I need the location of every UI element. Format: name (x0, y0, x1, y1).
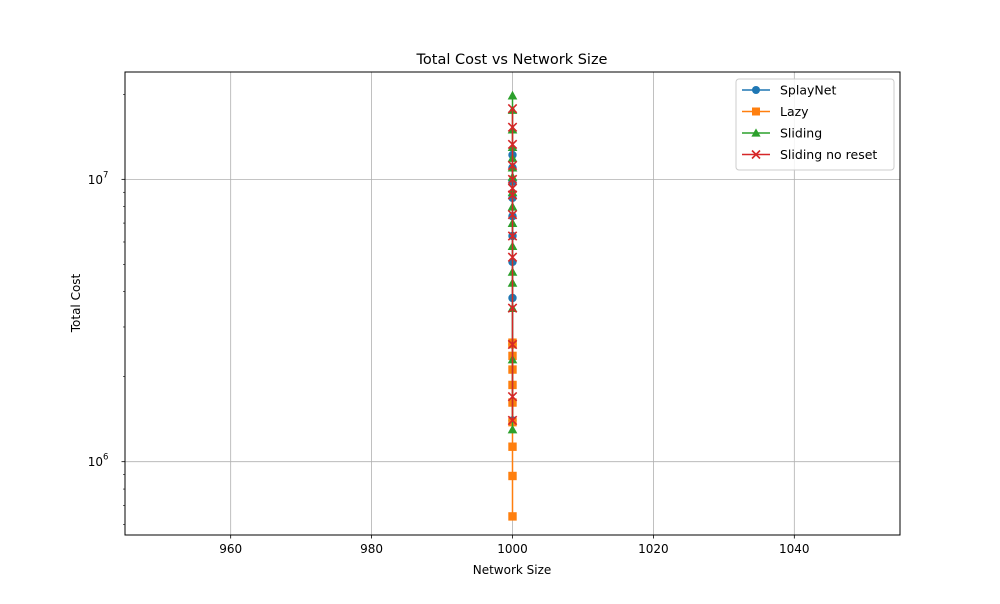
data-point (507, 174, 518, 185)
data-point (507, 231, 518, 241)
series-3 (507, 103, 518, 426)
legend-frame (735, 78, 895, 171)
data-point (507, 183, 518, 194)
legend-marker (751, 149, 761, 160)
x-tick-label: 1040 (779, 542, 810, 556)
legend-label: SplayNet (780, 83, 836, 98)
data-point (507, 190, 518, 200)
data-point (508, 442, 517, 451)
legend-label: Sliding no reset (780, 147, 877, 162)
legend-item: Lazy (742, 104, 809, 119)
legend-marker (752, 107, 760, 116)
data-point (507, 391, 518, 402)
data-point (507, 139, 518, 150)
x-tick-label: 980 (360, 542, 383, 556)
y-tick-label-exponent: 7 (103, 170, 108, 180)
x-tick-label: 960 (219, 542, 242, 556)
data-point (507, 90, 518, 100)
legend-marker (751, 128, 761, 137)
x-axis-label: Network Size (473, 563, 552, 577)
data-point (507, 424, 518, 434)
data-point (507, 122, 518, 132)
y-tick-label: 10 (88, 173, 103, 187)
legend-item: Sliding (742, 126, 822, 141)
data-point (508, 471, 517, 481)
data-point (508, 512, 517, 521)
data-point (507, 415, 518, 426)
data-point (507, 252, 518, 262)
legend: SplayNet Lazy Sliding Sliding no reset (735, 78, 895, 171)
data-point (507, 103, 518, 114)
x-tick-label: 1020 (638, 542, 669, 556)
y-tick-label: 10 (88, 455, 103, 469)
legend-item: Sliding no reset (742, 147, 877, 162)
data-point (507, 303, 518, 313)
chart-title: Total Cost vs Network Size (416, 52, 608, 68)
y-tick-label-exponent: 6 (103, 453, 108, 463)
legend-marker (752, 86, 760, 94)
data-point (507, 160, 518, 171)
legend-label: Sliding (780, 126, 822, 141)
legend-item: SplayNet (742, 83, 836, 98)
data-point (507, 339, 518, 350)
data-point (507, 209, 518, 220)
x-tick-label: 1000 (497, 542, 528, 556)
legend-label: Lazy (780, 104, 809, 119)
series-layer (507, 90, 518, 521)
y-axis-label: Total Cost (69, 273, 83, 333)
